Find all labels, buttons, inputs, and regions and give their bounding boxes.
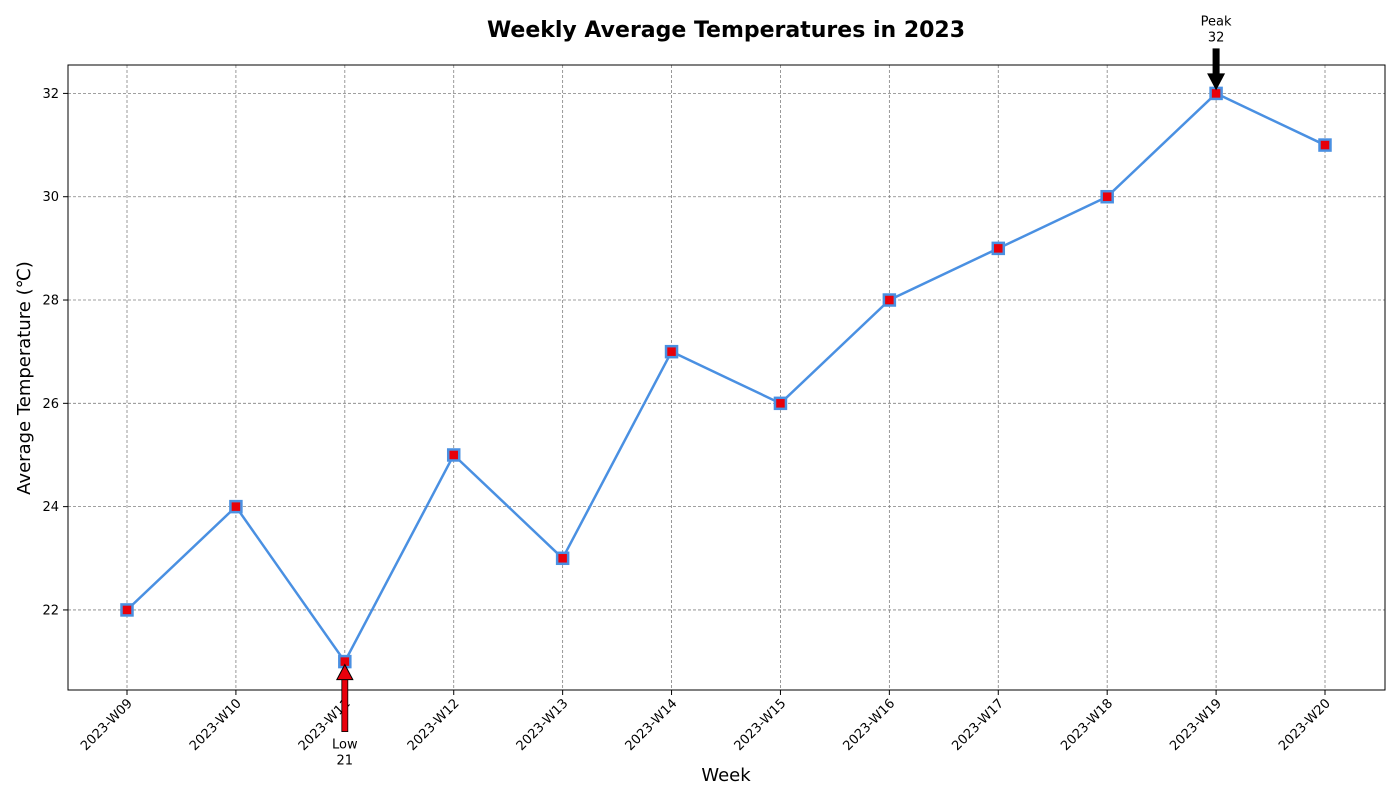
low-label: Low — [332, 738, 358, 753]
peak-value-label: 32 — [1208, 30, 1225, 45]
y-tick-label: 28 — [42, 294, 59, 309]
y-tick-label: 22 — [42, 603, 59, 618]
plot-frame — [67, 64, 1386, 691]
x-tick-label: 2023-W19 — [1167, 696, 1225, 754]
data-point — [1100, 189, 1114, 204]
x-tick-label: 2023-W13 — [514, 696, 572, 754]
data-point — [1318, 138, 1332, 152]
data-point — [446, 448, 461, 462]
data-point — [229, 499, 243, 514]
peak-label: Peak — [1201, 14, 1232, 29]
grid-layer — [68, 65, 1385, 690]
x-tick-label: 2023-W16 — [840, 696, 898, 754]
y-axis-label: Average Temperature (℃) — [14, 261, 35, 495]
series-layer — [120, 86, 1332, 669]
low-arrow-head — [335, 663, 354, 681]
y-tick-label: 32 — [42, 87, 59, 102]
x-tick-label: 2023-W12 — [405, 696, 463, 754]
y-tick-label: 24 — [42, 500, 59, 515]
peak-arrow-shaft — [1212, 48, 1220, 75]
x-tick-label: 2023-W10 — [187, 696, 245, 754]
x-tick-label: 2023-W20 — [1276, 696, 1334, 754]
data-point — [120, 603, 134, 617]
y-tick-label: 26 — [42, 397, 59, 412]
data-point — [773, 396, 788, 411]
chart-title: Weekly Average Temperatures in 2023 — [487, 18, 965, 43]
x-tick-label: 2023-W17 — [949, 696, 1007, 754]
x-tick-label: 2023-W09 — [78, 696, 136, 754]
low-arrow-shaft — [341, 678, 349, 732]
peak-arrow-head — [1207, 73, 1226, 91]
x-tick-label: 2023-W18 — [1058, 696, 1116, 754]
data-point — [555, 551, 570, 566]
x-tick-label: 2023-W14 — [623, 696, 681, 754]
x-tick-label: 2023-W15 — [732, 696, 790, 754]
low-value-label: 21 — [337, 754, 354, 769]
data-point — [991, 241, 1006, 256]
y-tick-label: 30 — [42, 190, 59, 205]
x-axis-label: Week — [701, 765, 751, 786]
data-point — [882, 293, 897, 307]
data-point — [664, 344, 679, 359]
series-line — [126, 92, 1326, 663]
